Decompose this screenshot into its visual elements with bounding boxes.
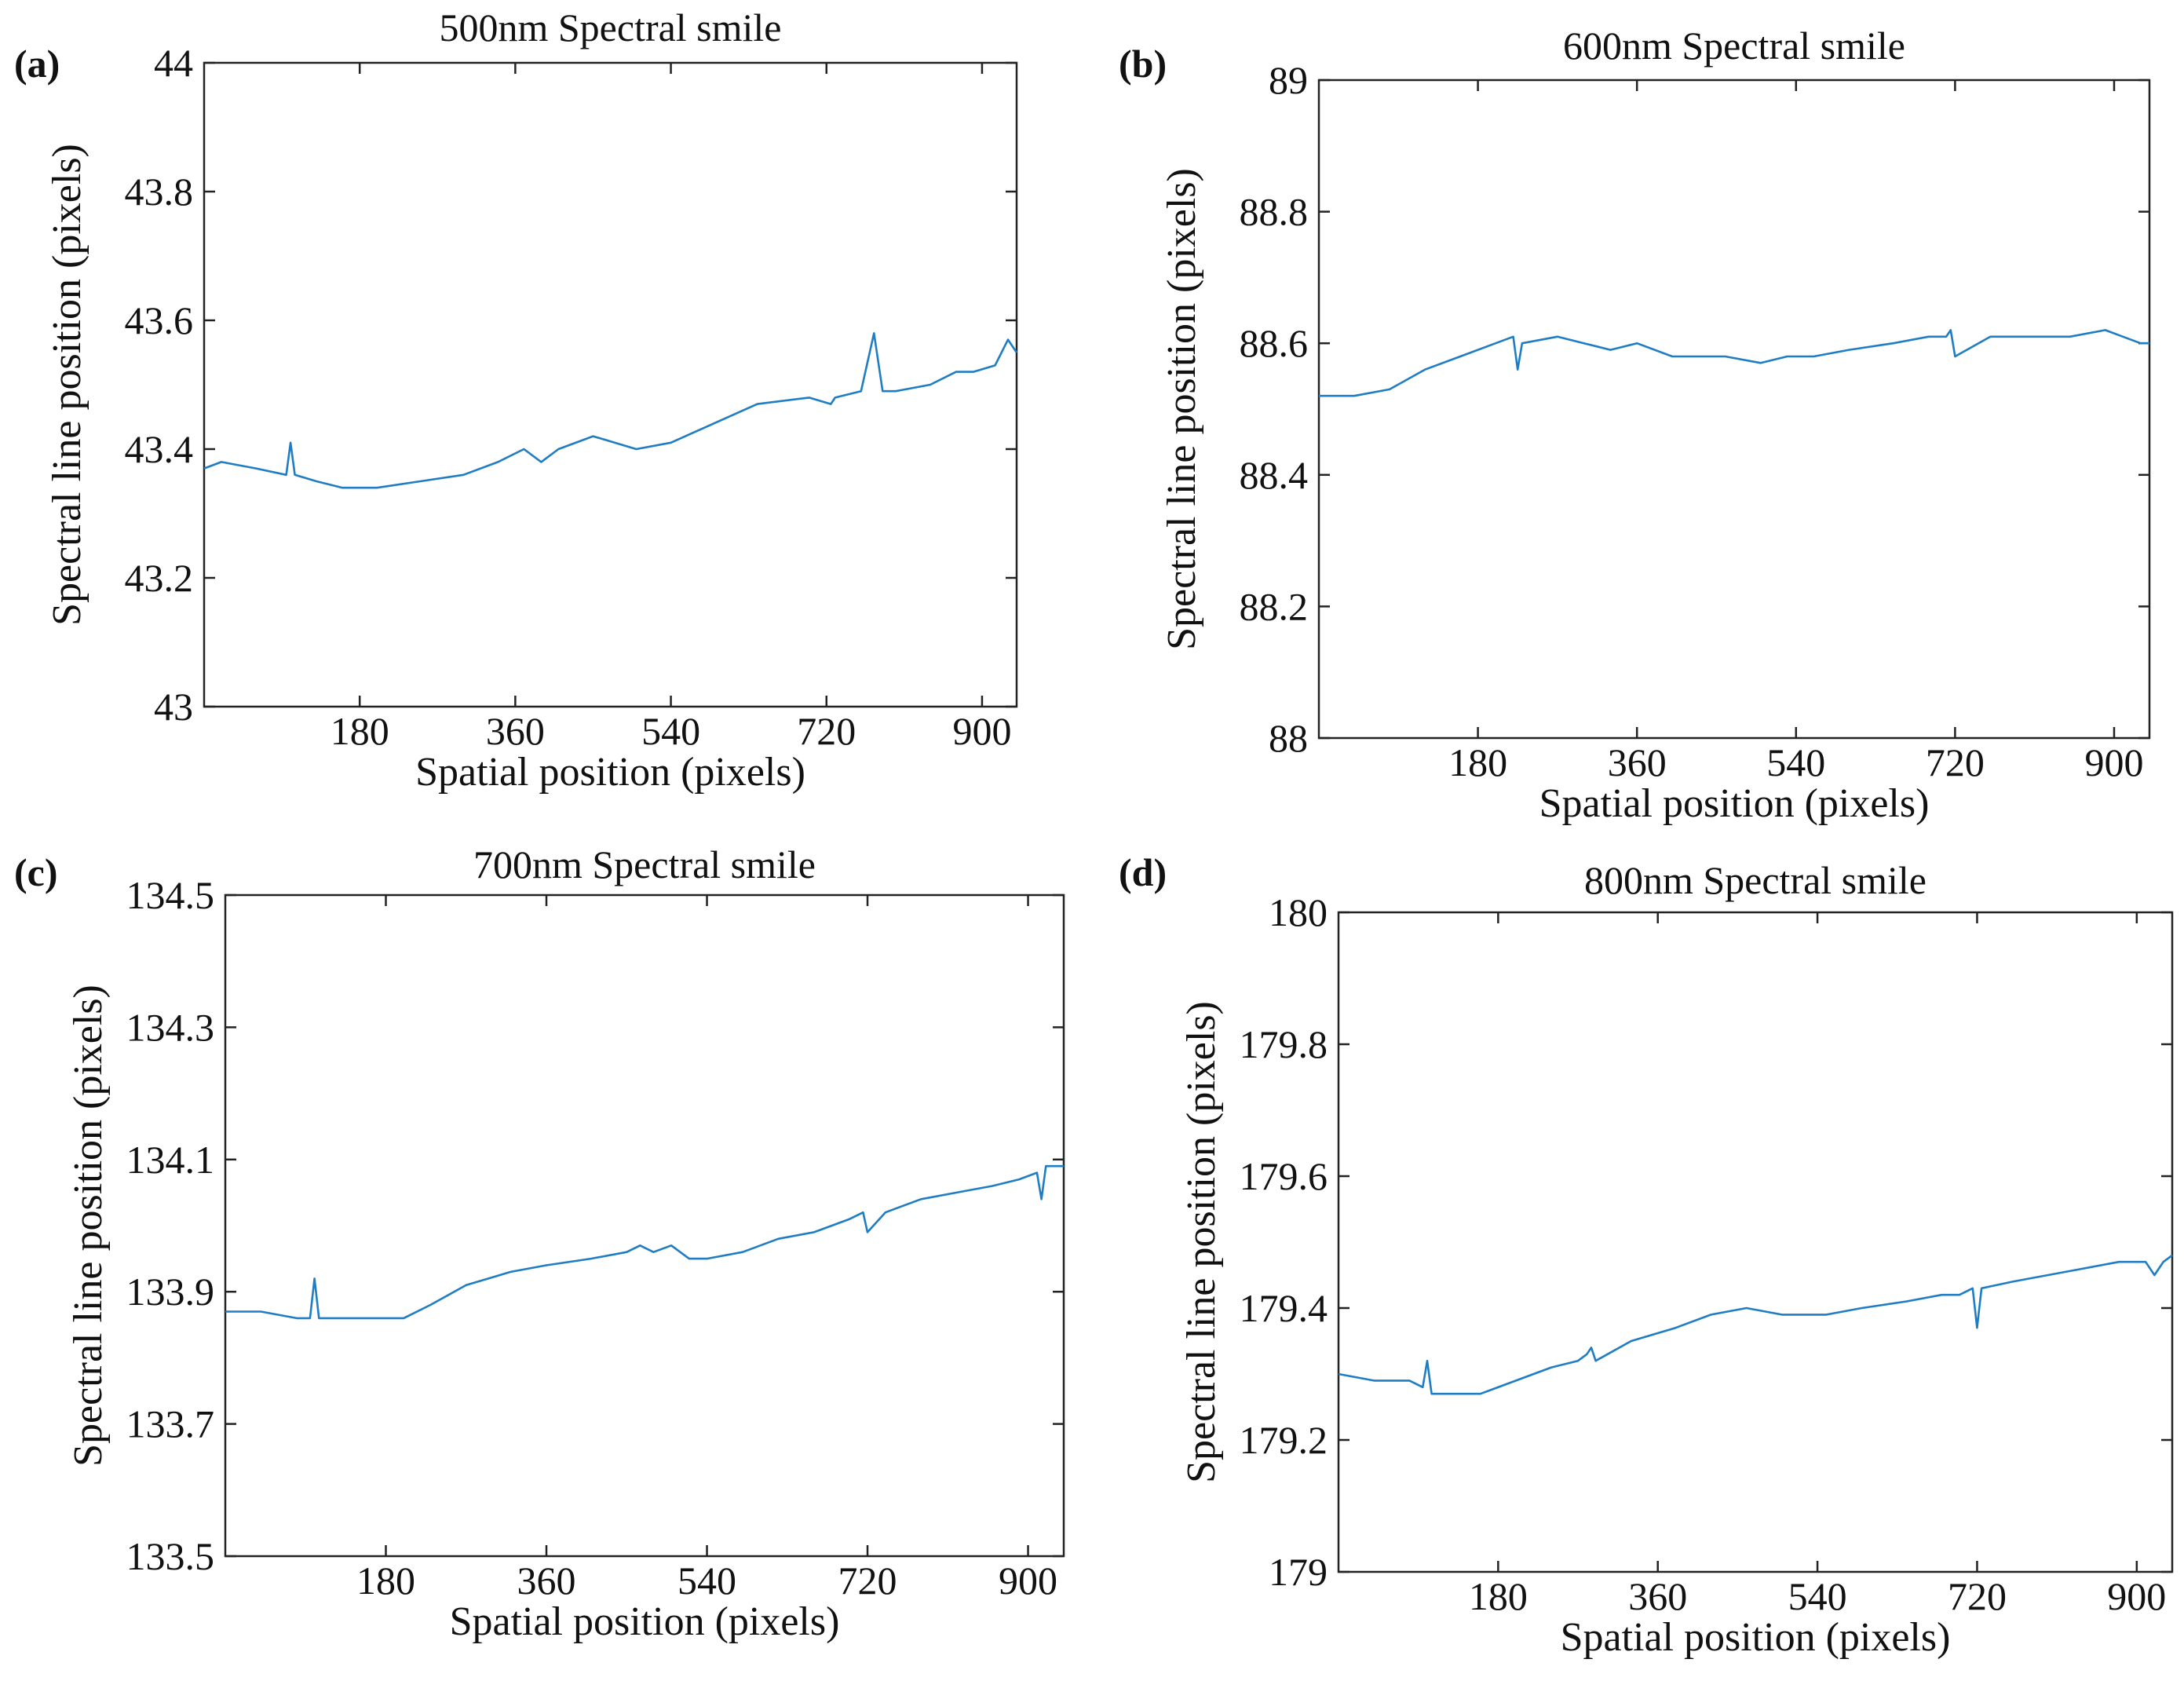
chart-title: 700nm Spectral smile xyxy=(473,842,816,886)
plot-frame xyxy=(224,893,1065,1558)
x-tick-label: 180 xyxy=(1448,740,1507,784)
x-tick-label: 540 xyxy=(1766,740,1825,784)
y-tick-label: 88.4 xyxy=(1240,453,1309,497)
y-tick-label: 179.2 xyxy=(1240,1418,1328,1462)
y-tick-label: 179.8 xyxy=(1240,1022,1328,1066)
y-axis-label: Spectral line position (pixels) xyxy=(45,144,89,626)
y-tick-label: 133.7 xyxy=(126,1402,215,1446)
y-axis-label: Spectral line position (pixels) xyxy=(66,985,111,1467)
x-tick-label: 900 xyxy=(999,1559,1057,1602)
panel-letter: (a) xyxy=(14,42,60,86)
x-tick-label: 180 xyxy=(331,709,389,753)
x-tick-label: 720 xyxy=(797,709,856,753)
chart-panel-1: (a) 500nm Spectral smile 43 43.2 43.4 43.6 43.… xyxy=(14,5,1018,795)
series-line-800nm xyxy=(1338,1254,2173,1395)
x-axis-label: Spatial position (pixels) xyxy=(1561,1615,1951,1660)
x-tick-label: 900 xyxy=(2084,740,2143,784)
plot-frame xyxy=(203,61,1018,708)
y-tick-label: 179.6 xyxy=(1240,1154,1328,1198)
x-tick-label: 540 xyxy=(1788,1574,1847,1618)
panel-letter: (d) xyxy=(1119,850,1167,894)
y-tick-label: 134.5 xyxy=(126,873,215,917)
y-tick-label: 88.8 xyxy=(1240,190,1309,234)
plot-frame xyxy=(1337,911,2174,1573)
y-tick-label: 134.3 xyxy=(126,1005,215,1049)
panel-letter: (b) xyxy=(1119,42,1167,86)
y-tick-label: 133.9 xyxy=(126,1270,215,1314)
y-tick-label: 43.8 xyxy=(125,170,194,214)
y-tick-label: 89 xyxy=(1269,58,1308,102)
chart-title: 600nm Spectral smile xyxy=(1563,24,1905,68)
y-tick-label: 180 xyxy=(1269,890,1328,934)
y-tick-label: 43.2 xyxy=(125,556,194,600)
y-tick-label: 88.2 xyxy=(1240,584,1309,628)
x-tick-label: 540 xyxy=(641,709,700,753)
x-tick-label: 180 xyxy=(1469,1574,1528,1618)
y-tick-label: 179 xyxy=(1269,1550,1328,1594)
panel-letter: (c) xyxy=(14,850,58,894)
y-tick-label: 179.4 xyxy=(1240,1286,1328,1330)
chart-panel-2: (b) 600nm Spectral smile 88 88.2 88.4 88.6 88.… xyxy=(1119,24,2151,826)
x-tick-label: 900 xyxy=(952,709,1011,753)
y-axis-label: Spectral line position (pixels) xyxy=(1179,1001,1224,1483)
x-tick-label: 360 xyxy=(486,709,545,753)
x-tick-label: 900 xyxy=(2107,1574,2166,1618)
x-tick-label: 720 xyxy=(1926,740,1985,784)
x-axis-label: Spatial position (pixels) xyxy=(1539,781,1930,826)
chart-title: 800nm Spectral smile xyxy=(1584,858,1927,902)
x-tick-label: 720 xyxy=(838,1559,897,1602)
x-tick-label: 180 xyxy=(356,1559,415,1602)
x-tick-label: 540 xyxy=(677,1559,736,1602)
x-axis-label: Spatial position (pixels) xyxy=(415,750,805,795)
y-tick-label: 133.5 xyxy=(126,1534,215,1578)
y-tick-label: 43.4 xyxy=(125,427,194,471)
y-tick-label: 88.6 xyxy=(1240,321,1309,365)
x-tick-label: 720 xyxy=(1948,1574,2007,1618)
plot-frame xyxy=(1317,79,2151,740)
x-tick-label: 360 xyxy=(1628,1574,1687,1618)
y-tick-label: 44 xyxy=(154,41,193,85)
x-tick-label: 360 xyxy=(517,1559,576,1602)
y-tick-label: 88 xyxy=(1269,716,1308,760)
chart-panel-3: (c) 700nm Spectral smile 133.5 133.7 133.9 13… xyxy=(14,842,1065,1644)
series-line-700nm xyxy=(225,1164,1064,1320)
y-axis-label: Spectral line position (pixels) xyxy=(1160,168,1204,650)
y-tick-label: 134.1 xyxy=(126,1138,215,1182)
chart-panel-4: (d) 800nm Spectral smile 179 179.2 179.4 179.… xyxy=(1119,850,2174,1660)
chart-title: 500nm Spectral smile xyxy=(439,5,781,49)
y-tick-label: 43 xyxy=(154,685,193,729)
series-line-500nm xyxy=(203,332,1018,489)
x-axis-label: Spatial position (pixels) xyxy=(450,1599,840,1644)
x-tick-label: 360 xyxy=(1608,740,1667,784)
series-line-600nm xyxy=(1319,329,2149,397)
y-tick-label: 43.6 xyxy=(125,298,194,342)
